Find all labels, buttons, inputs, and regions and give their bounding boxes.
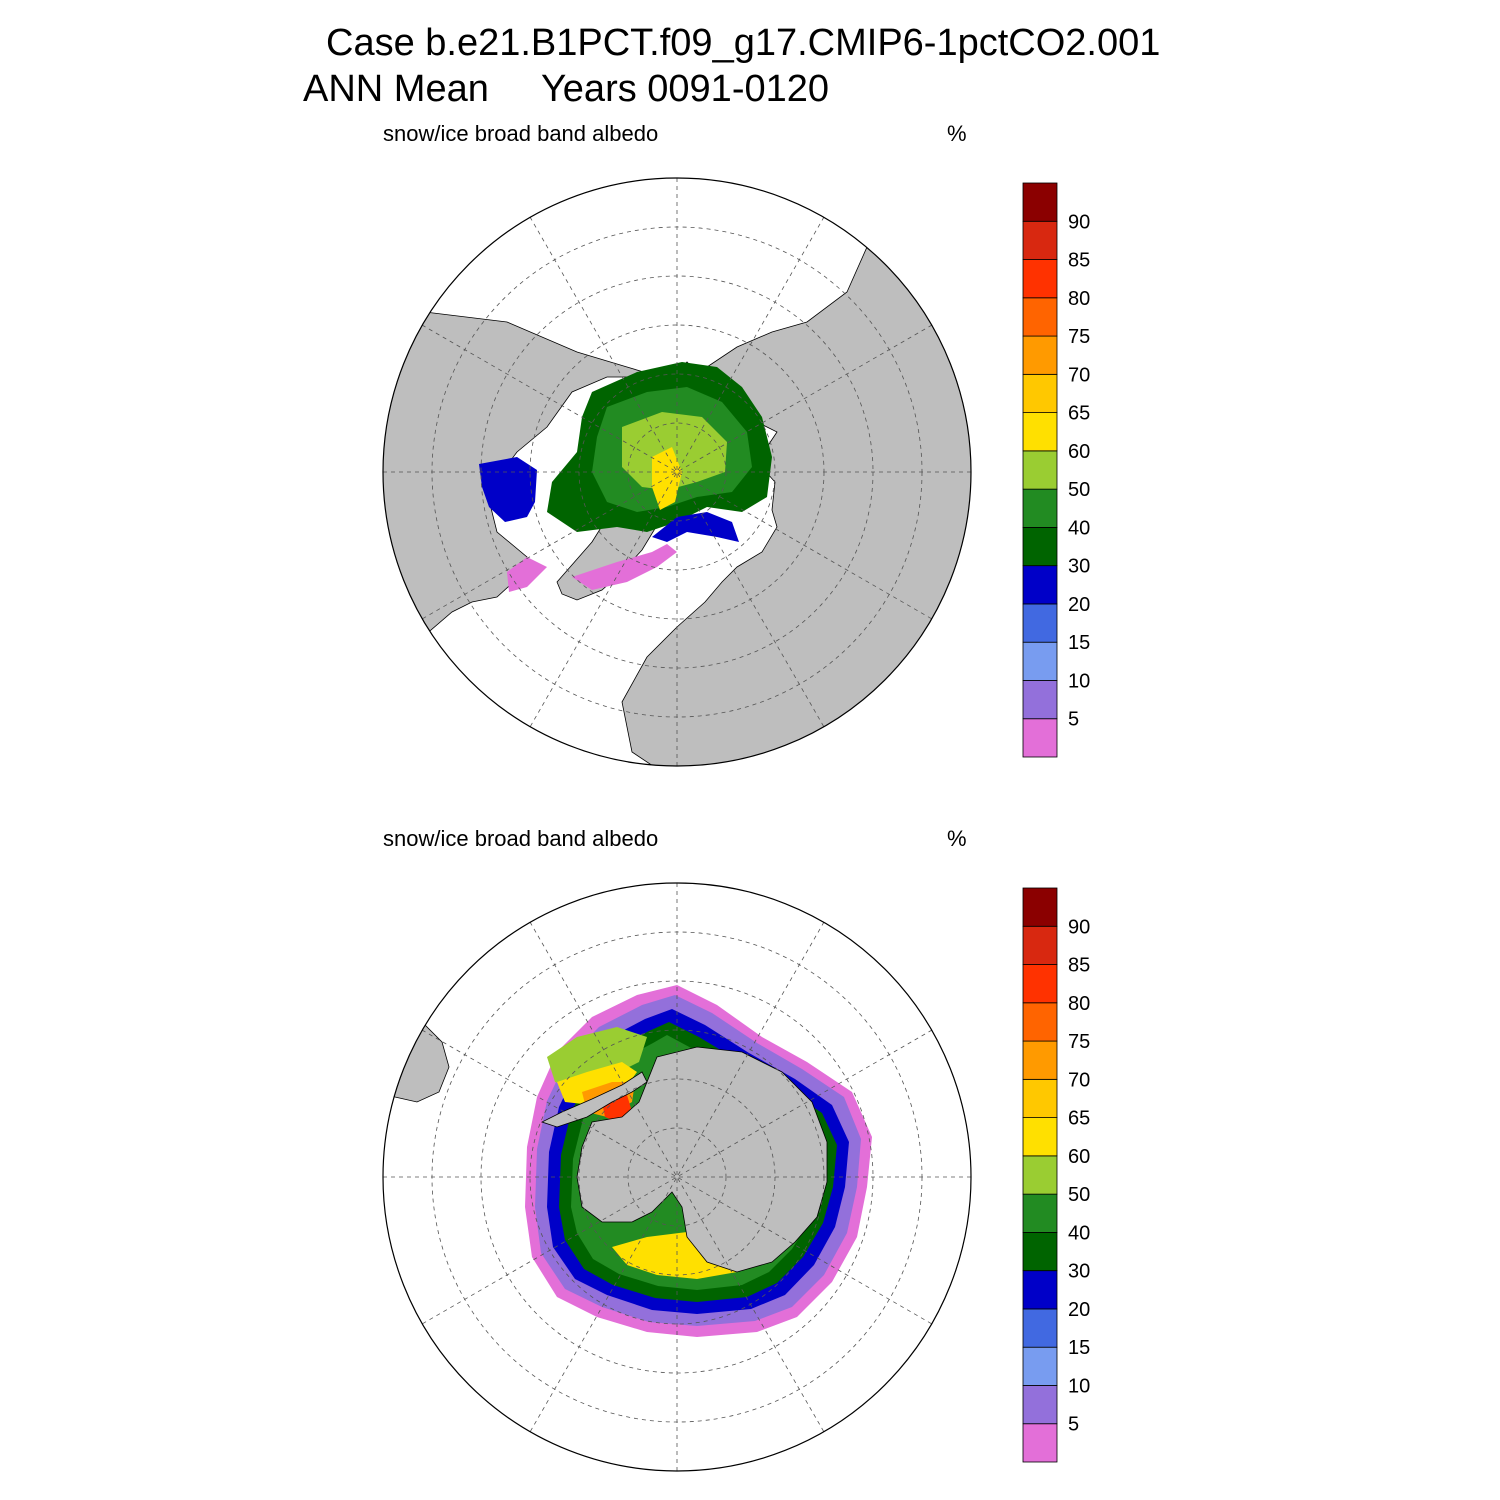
sh-colorbar-box [1022, 1423, 1058, 1463]
nh-graticule [383, 178, 971, 766]
sh-colorbar-tick-label: 65 [1068, 1108, 1090, 1130]
sh-colorbar-tick-label: 60 [1068, 1146, 1090, 1168]
sh-colorbar-box [1022, 964, 1058, 1004]
sh-colorbar-box [1022, 1040, 1058, 1080]
nh-colorbar-box [1022, 182, 1058, 222]
nh-sea-ice-yellow [652, 447, 682, 510]
sh-colorbar-tick-label: 70 [1068, 1069, 1090, 1091]
nh-colorbar-tick-label: 70 [1068, 364, 1090, 386]
nh-colorbar-box [1022, 718, 1058, 758]
south-polar-map [382, 882, 972, 1472]
sh-colorbar-box [1022, 887, 1058, 927]
nh-sea-ice-low [507, 557, 547, 592]
sh-colorbar: 5 10 15 20 30 40 50 60 65 70 75 80 85 90 [1022, 887, 1090, 1463]
nh-colorbar-tick-label: 50 [1068, 479, 1090, 501]
nh-sea-ice-pink-atlantic [572, 544, 677, 590]
nh-colorbar-tick-label: 5 [1068, 709, 1079, 731]
nh-colorbar-tick-label: 90 [1068, 211, 1090, 233]
sh-units-label: % [947, 826, 967, 851]
sh-colorbar-box [1022, 1117, 1058, 1157]
nh-colorbar-tick-label: 65 [1068, 403, 1090, 425]
sh-graticule [383, 883, 971, 1471]
nh-colorbar-box [1022, 450, 1058, 490]
sh-colorbar-tick-label: 20 [1068, 1299, 1090, 1321]
sh-colorbar-box [1022, 1270, 1058, 1310]
nh-colorbar-box [1022, 641, 1058, 681]
sh-sea-ice-yellowgreen [547, 1027, 647, 1087]
sh-colorbar-box [1022, 1155, 1058, 1195]
sh-africa-tip-land [916, 1366, 971, 1471]
sh-colorbar-box [1022, 1002, 1058, 1042]
sh-antarctic-peninsula [540, 1071, 648, 1128]
nh-sea-ice-blue-atlantic [652, 512, 739, 542]
nh-colorbar-box [1022, 373, 1058, 413]
nh-colorbar-box [1022, 526, 1058, 567]
sh-map-border [382, 882, 972, 1472]
sh-colorbar-box [1022, 1346, 1058, 1386]
nh-colorbar-box [1022, 335, 1058, 375]
nh-colorbar-tick-label: 40 [1068, 517, 1090, 539]
sh-colorbar-tick-label: 40 [1068, 1222, 1090, 1244]
nh-colorbar-tick-label: 80 [1068, 288, 1090, 310]
sh-colorbar-tick-label: 5 [1068, 1414, 1079, 1436]
nh-variable-label: snow/ice broad band albedo [383, 121, 659, 146]
sh-colorbar-tick-label: 50 [1068, 1184, 1090, 1206]
sh-variable-label: snow/ice broad band albedo [383, 826, 659, 851]
figure-title-line1: Case b.e21.B1PCT.f09_g17.CMIP6-1pctCO2.0… [326, 22, 1161, 64]
sh-colorbar-box [1022, 1078, 1058, 1118]
nh-colorbar-box [1022, 488, 1058, 528]
sh-colorbar-box [1022, 1231, 1058, 1272]
north-polar-map [382, 177, 972, 767]
sh-colorbar-tick-label: 15 [1068, 1337, 1090, 1359]
sh-colorbar-box [1022, 925, 1058, 965]
nh-sea-ice-yellowgreen [622, 412, 727, 490]
nh-colorbar-box [1022, 220, 1058, 260]
sh-colorbar-box [1022, 1193, 1058, 1233]
sh-colorbar-tick-label: 90 [1068, 916, 1090, 938]
nh-sea-ice-blue [479, 457, 537, 522]
sh-colorbar-tick-label: 75 [1068, 1031, 1090, 1053]
nh-colorbar-box [1022, 259, 1058, 299]
nh-map-border [382, 177, 972, 767]
nh-colorbar-box [1022, 565, 1058, 605]
sh-colorbar-tick-label: 10 [1068, 1375, 1090, 1397]
nh-colorbar-box [1022, 297, 1058, 337]
sh-antarctica-land [576, 1046, 828, 1273]
nh-colorbar-tick-label: 60 [1068, 441, 1090, 463]
nh-colorbar-tick-label: 10 [1068, 670, 1090, 692]
nh-colorbar: 5 10 15 20 30 40 50 60 65 70 75 80 85 90 [1022, 182, 1090, 758]
sh-colorbar-box [1022, 1308, 1058, 1348]
sh-sea-ice-yellow-weddell [557, 1062, 637, 1105]
sh-colorbar-tick-label: 85 [1068, 955, 1090, 977]
sh-colorbar-tick-label: 30 [1068, 1261, 1090, 1283]
figure-title-line2: ANN Mean Years 0091-0120 [303, 68, 830, 110]
nh-colorbar-tick-label: 30 [1068, 556, 1090, 578]
sh-colorbar-box [1022, 1385, 1058, 1425]
nh-colorbar-tick-label: 75 [1068, 326, 1090, 348]
nh-colorbar-box [1022, 412, 1058, 452]
nh-colorbar-tick-label: 15 [1068, 632, 1090, 654]
nh-colorbar-box [1022, 603, 1058, 643]
sh-colorbar-tick-label: 80 [1068, 993, 1090, 1015]
nh-colorbar-tick-label: 20 [1068, 594, 1090, 616]
nh-units-label: % [947, 121, 967, 146]
nh-colorbar-tick-label: 85 [1068, 250, 1090, 272]
nh-colorbar-box [1022, 680, 1058, 720]
